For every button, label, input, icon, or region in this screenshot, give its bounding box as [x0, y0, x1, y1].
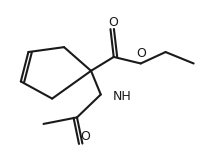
- Text: O: O: [136, 47, 146, 60]
- Text: NH: NH: [113, 90, 131, 103]
- Text: O: O: [81, 130, 90, 143]
- Text: O: O: [108, 16, 118, 29]
